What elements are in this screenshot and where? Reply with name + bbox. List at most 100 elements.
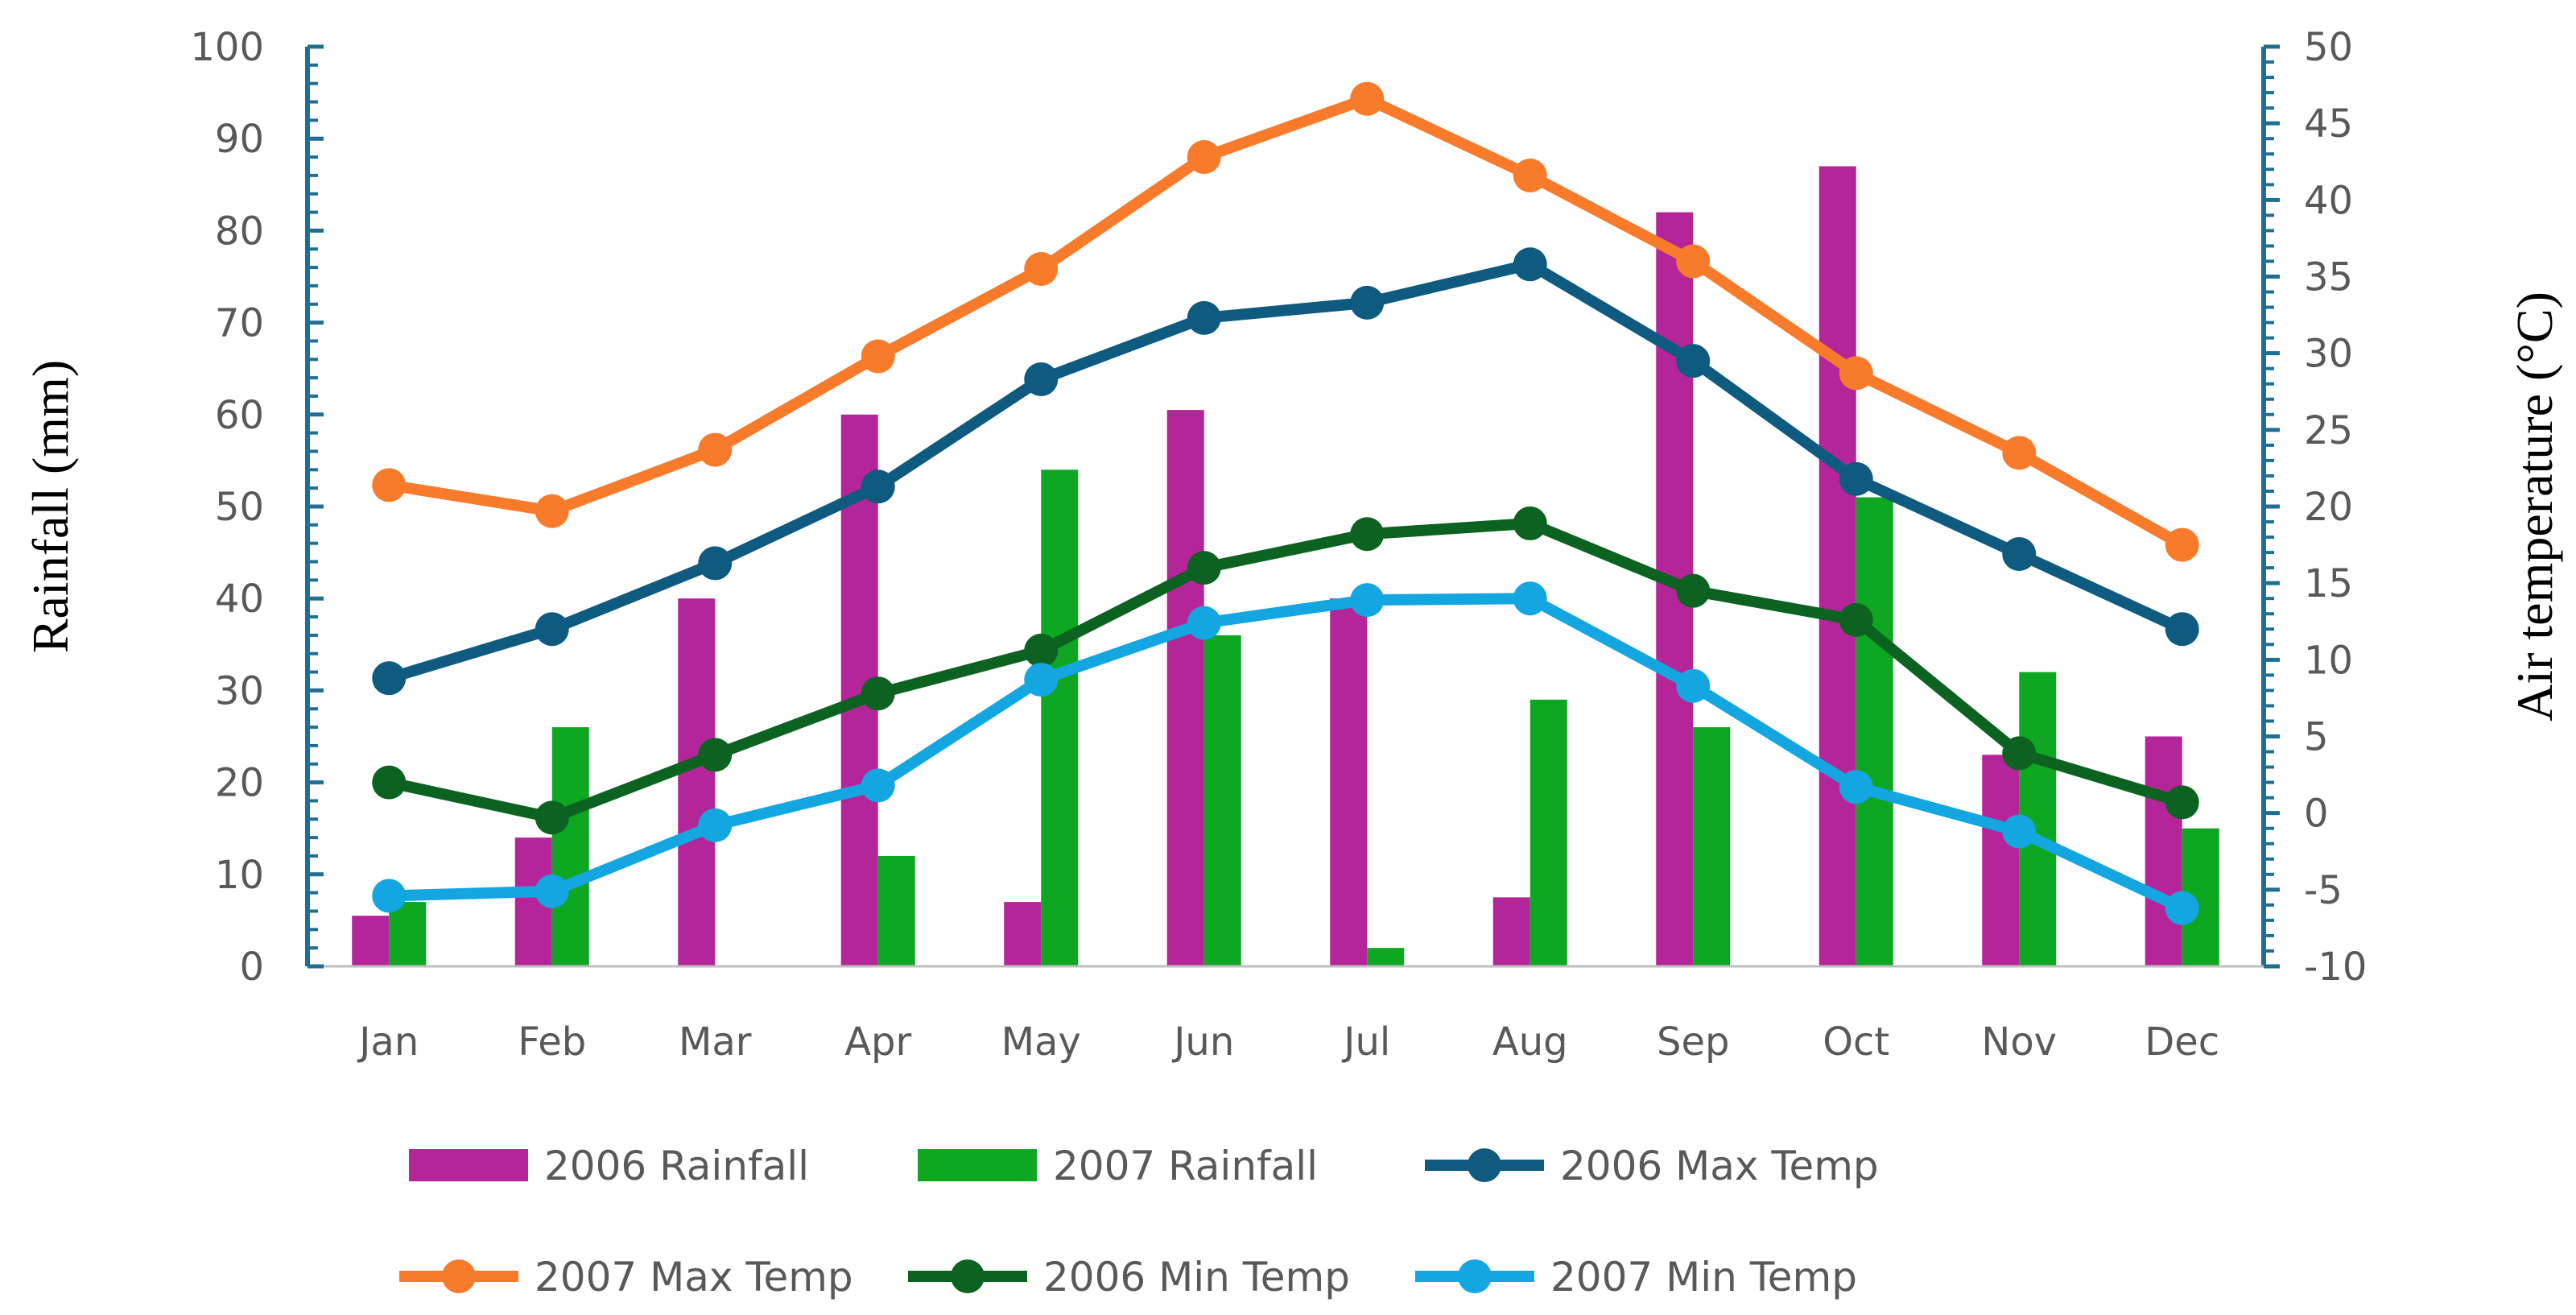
x-tick-label: Sep xyxy=(1657,1019,1729,1065)
point-2007-max-temp-feb xyxy=(535,494,569,528)
point-2006-max-temp-feb xyxy=(535,612,569,647)
point-2006-min-temp-dec xyxy=(2165,785,2199,820)
point-2007-min-temp-feb xyxy=(535,874,569,908)
point-2006-max-temp-sep xyxy=(1676,344,1711,378)
bar-2006-rainfall-nov xyxy=(1982,755,2020,966)
x-tick-label: Oct xyxy=(1823,1019,1889,1065)
line-2007-min-temp xyxy=(383,593,2188,914)
point-2006-min-temp-jul xyxy=(1350,517,1385,552)
legend-item-2006-min-temp: 2006 Min Temp xyxy=(908,1254,1350,1301)
point-2007-max-temp-oct xyxy=(1839,356,1873,391)
bar-2007-rainfall-may xyxy=(1041,469,1079,966)
lines-layer xyxy=(372,81,2199,925)
legend-label: 2006 Rainfall xyxy=(544,1143,809,1189)
y-tick-label: 90 xyxy=(215,117,264,162)
point-2006-max-temp-jan xyxy=(372,661,407,696)
x-tick-label: Jun xyxy=(1171,1019,1234,1065)
legend-swatch-marker-2006-min-temp xyxy=(951,1259,985,1293)
line-2006-min-temp xyxy=(383,517,2188,824)
point-2006-min-temp-jan xyxy=(372,765,407,800)
axes-layer xyxy=(305,44,2280,969)
legend-label: 2007 Rainfall xyxy=(1053,1143,1318,1189)
point-2007-min-temp-sep xyxy=(1676,668,1711,703)
y-tick-label: 60 xyxy=(215,393,264,438)
bar-2007-rainfall-feb xyxy=(551,727,589,966)
point-2007-max-temp-mar xyxy=(698,432,733,467)
bar-2007-rainfall-jun xyxy=(1203,635,1241,966)
x-tick-label: Apr xyxy=(844,1019,911,1065)
bar-2007-rainfall-sep xyxy=(1693,727,1731,966)
bar-2006-rainfall-dec xyxy=(2145,736,2182,966)
y2-tick-label: 10 xyxy=(2304,638,2353,683)
legend-label: 2006 Max Temp xyxy=(1560,1143,1879,1189)
point-2007-max-temp-dec xyxy=(2165,527,2199,562)
bar-2006-rainfall-jan xyxy=(352,916,390,966)
y2-tick-label: 20 xyxy=(2304,485,2353,530)
point-2006-max-temp-may xyxy=(1024,362,1059,397)
y2-tick-label: 30 xyxy=(2304,332,2353,377)
y-tick-label: 80 xyxy=(215,209,264,254)
x-tick-label: Jan xyxy=(357,1019,419,1065)
point-2007-max-temp-sep xyxy=(1676,244,1711,279)
point-2006-min-temp-apr xyxy=(861,676,895,711)
point-2007-min-temp-jun xyxy=(1187,606,1221,640)
point-2006-max-temp-oct xyxy=(1839,461,1873,496)
point-2007-min-temp-oct xyxy=(1839,770,1873,804)
y2-tick-label: 40 xyxy=(2304,178,2353,223)
y2-tick-label: 5 xyxy=(2304,715,2329,760)
point-2007-min-temp-jan xyxy=(372,879,407,913)
y-tick-label: 40 xyxy=(215,577,264,622)
y2-tick-label: 35 xyxy=(2304,255,2353,300)
point-2006-max-temp-jul xyxy=(1350,285,1385,320)
y2-tick-label: 25 xyxy=(2304,408,2353,453)
point-2007-max-temp-apr xyxy=(861,339,895,374)
point-2006-max-temp-dec xyxy=(2165,612,2199,647)
point-2007-min-temp-aug xyxy=(1513,581,1547,616)
labels-layer: 0 10 20 30 40 50 60 70 80 90 100 -10 -5 0 5 10 15 20 25 30 3… xyxy=(22,25,2563,1065)
point-2006-max-temp-mar xyxy=(698,546,733,581)
point-2007-max-temp-jul xyxy=(1350,81,1385,116)
y2-tick-label: 50 xyxy=(2304,25,2353,70)
point-2007-max-temp-aug xyxy=(1513,158,1547,192)
y-tick-label: 100 xyxy=(190,25,264,70)
y-tick-label: 70 xyxy=(215,301,264,346)
y2-tick-label: 0 xyxy=(2304,792,2329,837)
point-2006-min-temp-sep xyxy=(1676,573,1711,608)
bar-2006-rainfall-aug xyxy=(1492,897,1530,966)
y-axis-title: Rainfall (mm) xyxy=(22,360,79,653)
bar-2007-rainfall-aug xyxy=(1530,699,1567,966)
point-2007-min-temp-may xyxy=(1024,663,1059,697)
x-tick-label: May xyxy=(1001,1019,1081,1065)
point-2006-min-temp-feb xyxy=(535,800,569,835)
y-tick-label: 20 xyxy=(215,761,264,806)
point-2007-min-temp-apr xyxy=(861,768,895,803)
point-2007-min-temp-nov xyxy=(2002,814,2037,849)
y2-tick-label: -5 xyxy=(2304,868,2343,913)
legend-label: 2006 Min Temp xyxy=(1043,1254,1350,1301)
x-tick-label: Mar xyxy=(679,1019,752,1065)
bars-layer xyxy=(352,166,2219,967)
point-2006-min-temp-jun xyxy=(1187,551,1221,585)
bar-2006-rainfall-mar xyxy=(678,598,716,966)
x-tick-label: Nov xyxy=(1981,1019,2057,1065)
y2-axis-title: Air temperature (°C) xyxy=(2506,292,2563,722)
point-2006-min-temp-nov xyxy=(2002,736,2037,771)
bar-2006-rainfall-oct xyxy=(1818,166,1856,966)
point-2006-max-temp-nov xyxy=(2002,537,2037,572)
x-tick-label: Feb xyxy=(518,1019,586,1065)
y-tick-label: 0 xyxy=(239,945,264,990)
legend-item-2007-min-temp: 2007 Min Temp xyxy=(1415,1254,1857,1301)
legend-swatch-marker-2007-max-temp xyxy=(442,1259,476,1293)
legend-item-2006-rainfall: 2006 Rainfall xyxy=(409,1143,809,1189)
point-2006-min-temp-oct xyxy=(1839,602,1873,637)
point-2006-min-temp-aug xyxy=(1513,506,1547,540)
point-2006-max-temp-apr xyxy=(861,469,895,504)
bar-2007-rainfall-apr xyxy=(877,855,915,966)
bar-2006-rainfall-may xyxy=(1004,902,1042,966)
legend-item-2007-max-temp: 2007 Max Temp xyxy=(399,1254,853,1301)
legend-item-2007-rainfall: 2007 Rainfall xyxy=(918,1143,1318,1189)
legend-item-2006-max-temp: 2006 Max Temp xyxy=(1425,1143,1879,1189)
point-2007-min-temp-mar xyxy=(698,808,733,842)
y-tick-label: 10 xyxy=(215,853,264,898)
point-2006-min-temp-may xyxy=(1024,633,1059,668)
